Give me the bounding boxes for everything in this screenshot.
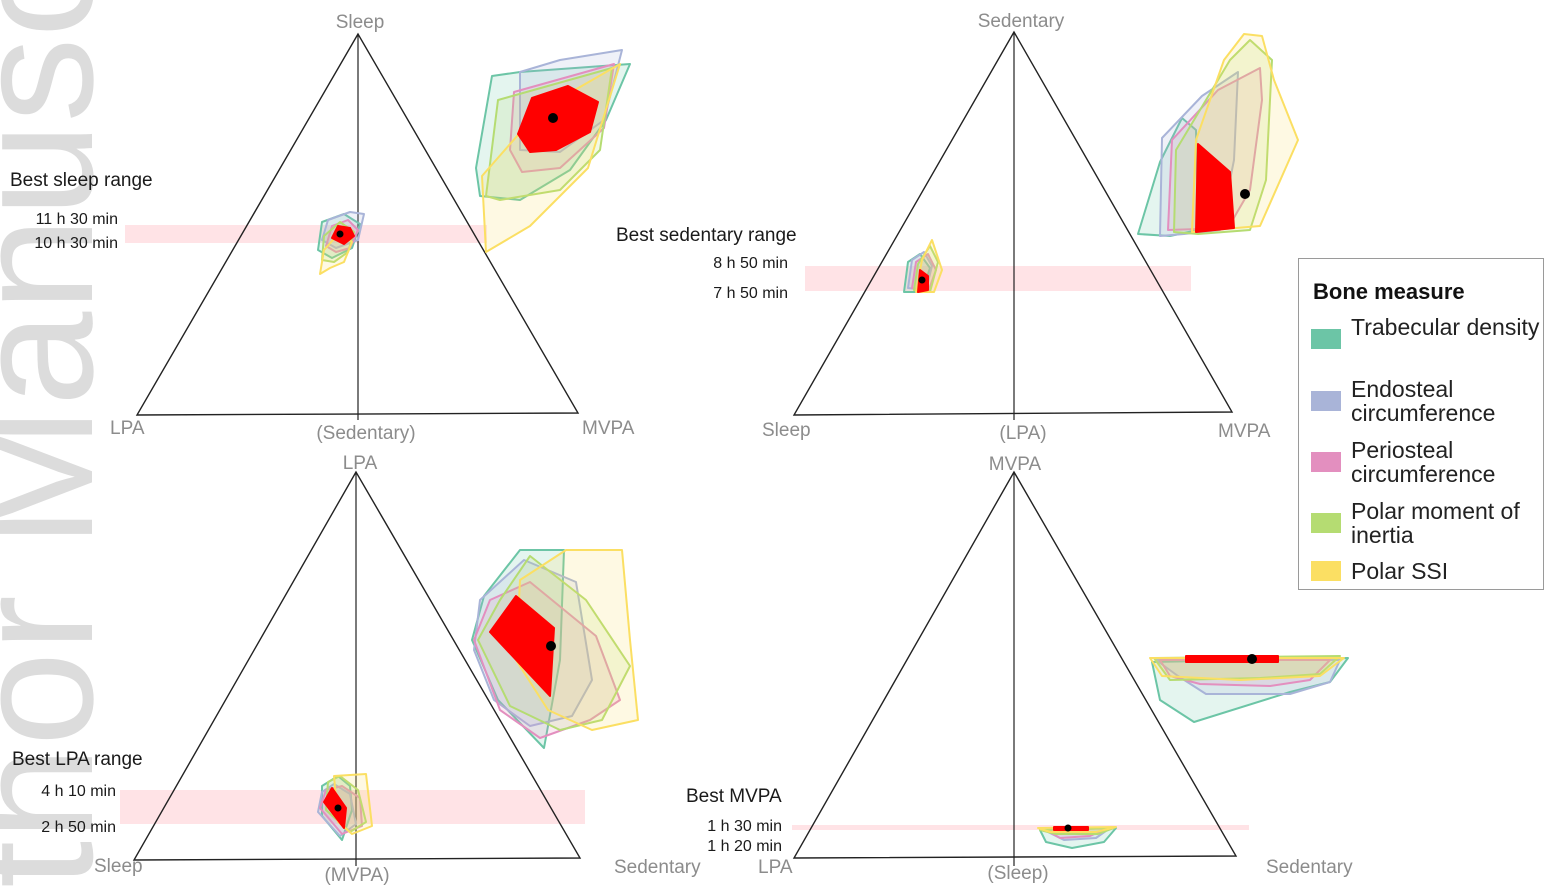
optimum-point <box>1064 824 1072 832</box>
triangle-outline <box>792 470 1238 859</box>
vertex-label-left: Sleep <box>94 856 143 877</box>
best-range-upper: 4 h 10 min <box>41 783 116 800</box>
legend-label: Polar SSI <box>1351 558 1449 584</box>
best-range-label: Best sedentary range <box>616 225 797 246</box>
optimum-point-zoom <box>1240 189 1250 199</box>
best-range-label: Best sleep range <box>10 170 153 191</box>
legend-title: Bone measure <box>1313 279 1465 304</box>
legend-swatch <box>1311 391 1341 411</box>
best-range-lower: 1 h 20 min <box>707 838 782 855</box>
vertex-label-right: MVPA <box>582 418 635 439</box>
vertex-label-left: LPA <box>758 857 793 878</box>
best-range-label: Best MVPA <box>686 786 782 807</box>
best-range-band <box>792 825 1249 830</box>
triangle-outline <box>132 470 582 861</box>
watermark: thor Manuscr <box>0 0 129 888</box>
legend: Bone measure Trabecular density Endostea… <box>1298 258 1544 590</box>
legend-swatch <box>1311 513 1341 533</box>
triangle-outline <box>792 30 1234 416</box>
legend-label: Endosteal circumference <box>1351 376 1496 426</box>
ternary-panel-3 <box>120 470 639 866</box>
vertex-label-right: Sedentary <box>614 857 701 878</box>
best-range-lower: 7 h 50 min <box>713 285 788 302</box>
best-range-band <box>805 266 1191 291</box>
optimum-point-zoom <box>548 113 558 123</box>
optimal-region-zoom <box>1185 655 1279 663</box>
best-range-upper: 11 h 30 min <box>36 211 118 228</box>
best-range-upper: 1 h 30 min <box>707 818 782 835</box>
ternary-panel-4 <box>792 470 1349 866</box>
optimal-region-zoom <box>489 595 555 697</box>
ternary-panel-2 <box>792 30 1299 420</box>
legend-label: Trabecular density <box>1351 314 1540 340</box>
best-range-band <box>125 225 487 243</box>
region-zoom-polar-ssi <box>1149 657 1345 681</box>
optimum-point-zoom <box>546 641 556 651</box>
optimum-point <box>336 230 344 238</box>
legend-swatch <box>1311 561 1341 581</box>
vertex-label-top: LPA <box>343 453 378 474</box>
best-range-label: Best LPA range <box>12 749 143 770</box>
region-zoom-trabecular <box>1151 657 1349 723</box>
vertex-label-top: MVPA <box>989 454 1042 475</box>
vertex-label-right: MVPA <box>1218 421 1271 442</box>
optimal-region-zoom <box>517 85 599 153</box>
vertex-label-bottom: (LPA) <box>999 423 1046 444</box>
best-range-lower: 2 h 50 min <box>41 819 116 836</box>
ternary-panel-1 <box>125 32 631 420</box>
legend-swatch <box>1311 452 1341 472</box>
vertex-label-bottom: (MVPA) <box>324 865 389 886</box>
vertex-label-left: LPA <box>110 418 145 439</box>
best-range-upper: 8 h 50 min <box>713 255 788 272</box>
optimum-point <box>918 276 926 284</box>
legend-label: Polar moment of inertia <box>1351 498 1520 548</box>
vertex-label-top: Sleep <box>336 12 385 33</box>
vertex-label-left: Sleep <box>762 420 811 441</box>
vertex-label-bottom: (Sedentary) <box>316 423 415 444</box>
legend-label: Periosteal circumference <box>1351 437 1496 487</box>
vertex-label-bottom: (Sleep) <box>987 863 1048 884</box>
vertex-label-right: Sedentary <box>1266 857 1353 878</box>
legend-swatch <box>1311 329 1341 349</box>
best-range-lower: 10 h 30 min <box>34 235 118 252</box>
optimum-point <box>334 804 342 812</box>
vertex-label-top: Sedentary <box>978 11 1065 32</box>
optimum-point-zoom <box>1247 654 1257 664</box>
optimal-region-zoom <box>1195 143 1235 233</box>
